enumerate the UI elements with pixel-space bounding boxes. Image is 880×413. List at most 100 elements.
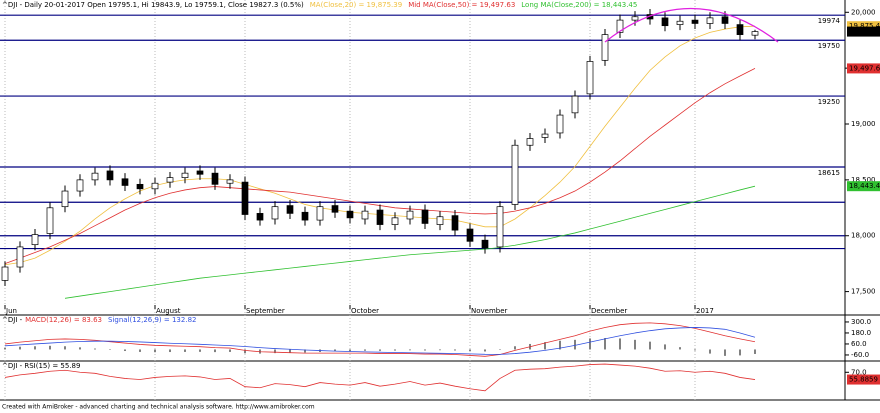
candle-body <box>361 210 369 220</box>
rsi-line <box>4 363 756 392</box>
histogram-bar <box>334 349 336 352</box>
candle-body <box>376 209 384 225</box>
level-label: 18615 <box>818 169 840 177</box>
value-box-label: 55.8859 <box>849 376 878 384</box>
macd-header: ^DJI - MACD(12,26) = 83.63 Signal(12,26,9)… <box>2 316 196 324</box>
histogram-bar <box>19 346 21 350</box>
level-label: 19250 <box>818 98 840 106</box>
x-tick-label: November <box>471 307 508 315</box>
x-tick-label: 2017 <box>696 307 714 315</box>
candle-body <box>721 16 729 24</box>
candle-body <box>46 207 54 234</box>
macd-line <box>4 327 756 355</box>
histogram-bar <box>214 349 216 353</box>
price-title: ^DJI - Daily 20-01-2017 Open 19795.1, Hi… <box>2 1 304 9</box>
y-tick-label: 180.0 <box>851 329 871 337</box>
candle-body <box>196 170 204 175</box>
histogram-bar <box>379 349 381 351</box>
candle-body <box>256 213 264 221</box>
histogram-bar <box>754 349 756 354</box>
candle-body <box>16 246 24 268</box>
candle-body <box>286 205 294 214</box>
candle-body <box>496 206 504 248</box>
histogram-bar <box>364 349 366 351</box>
x-tick-label: August <box>156 307 181 315</box>
legend-entry: MACD(12,26) = 83.63 <box>25 316 102 324</box>
histogram-bar <box>244 349 246 354</box>
histogram-bar <box>124 349 126 352</box>
candle-body <box>436 216 444 225</box>
candle-body <box>751 31 759 36</box>
histogram-bar <box>154 349 156 353</box>
x-tick-label: October <box>351 307 379 315</box>
candle-body <box>301 211 309 221</box>
candle-body <box>541 133 549 138</box>
candle-body <box>691 19 699 24</box>
histogram-bar <box>49 345 51 350</box>
level-label: 19750 <box>818 42 840 50</box>
value-box <box>847 63 880 74</box>
candle-body <box>481 239 489 249</box>
histogram-bar <box>739 349 741 356</box>
candle-body <box>616 19 624 33</box>
y-tick-label: 19,000 <box>851 120 876 128</box>
histogram-bar <box>559 340 561 350</box>
x-tick-label: December <box>591 307 627 315</box>
candle-body <box>106 170 114 181</box>
value-box <box>847 21 880 32</box>
candle-body <box>316 206 324 221</box>
legend-entry: Signal(12,26,9) = 132.82 <box>108 316 197 324</box>
histogram-bar <box>469 349 471 352</box>
candle-body <box>61 190 69 208</box>
y-tick-label: 20,000 <box>851 8 876 16</box>
histogram-bar <box>199 349 201 352</box>
histogram-bar <box>664 344 666 350</box>
candle-body <box>451 215 459 231</box>
histogram-bar <box>64 346 66 350</box>
histogram-bar <box>694 349 696 351</box>
candle-body <box>151 182 159 190</box>
x-tick-label: September <box>246 307 285 315</box>
value-box <box>847 374 880 385</box>
histogram-bar <box>94 348 96 350</box>
y-tick-label: 300.0 <box>851 318 871 326</box>
histogram-bar <box>139 349 141 352</box>
price-header: ^DJI - Daily 20-01-2017 Open 19795.1, Hi… <box>2 1 637 9</box>
candle-body <box>706 17 714 24</box>
y-tick-label: 70.0 <box>851 368 867 376</box>
candle-body <box>121 178 129 186</box>
footer: Created with AmiBroker - advanced charti… <box>2 404 315 411</box>
value-box-label: 19,827.3 <box>849 28 880 36</box>
candle-body <box>166 177 174 183</box>
plot-layer: Jun August September October November Decembe… <box>0 0 880 400</box>
ma-line <box>64 185 756 299</box>
candle-body <box>76 179 84 192</box>
histogram-bar <box>184 349 186 352</box>
histogram-bar <box>109 349 111 350</box>
histogram-bar <box>724 349 726 356</box>
candle-body <box>661 17 669 27</box>
candle-body <box>586 61 594 95</box>
candle-body <box>1 266 9 281</box>
candle-body <box>346 210 354 219</box>
histogram-bar <box>349 349 351 352</box>
candle-body <box>391 217 399 225</box>
histogram-bar <box>709 349 711 354</box>
histogram-bar <box>169 349 171 353</box>
histogram-bar <box>424 349 426 351</box>
histogram-bar <box>619 338 621 350</box>
value-box <box>847 181 880 192</box>
legend-entry: Long MA(Close,200) = 18,443.45 <box>521 1 637 9</box>
histogram-bar <box>484 349 486 352</box>
histogram-bar <box>34 346 36 350</box>
histogram-bar <box>394 349 396 351</box>
candle-body <box>226 179 234 184</box>
y-tick-label: 18,000 <box>851 232 876 240</box>
histogram-bar <box>679 347 681 350</box>
histogram-bar <box>649 341 651 350</box>
histogram-bar <box>634 339 636 350</box>
candle-body <box>601 34 609 61</box>
histogram-bar <box>4 347 6 350</box>
